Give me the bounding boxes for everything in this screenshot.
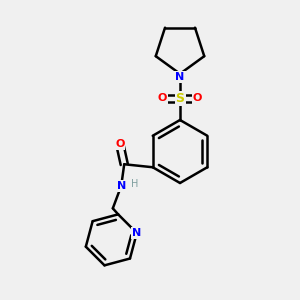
Text: N: N xyxy=(117,181,126,191)
Text: N: N xyxy=(132,228,141,238)
Text: O: O xyxy=(115,139,124,149)
Text: H: H xyxy=(131,179,138,189)
Text: S: S xyxy=(176,92,184,105)
Text: O: O xyxy=(193,93,202,103)
Text: N: N xyxy=(176,72,184,82)
Text: O: O xyxy=(158,93,167,103)
